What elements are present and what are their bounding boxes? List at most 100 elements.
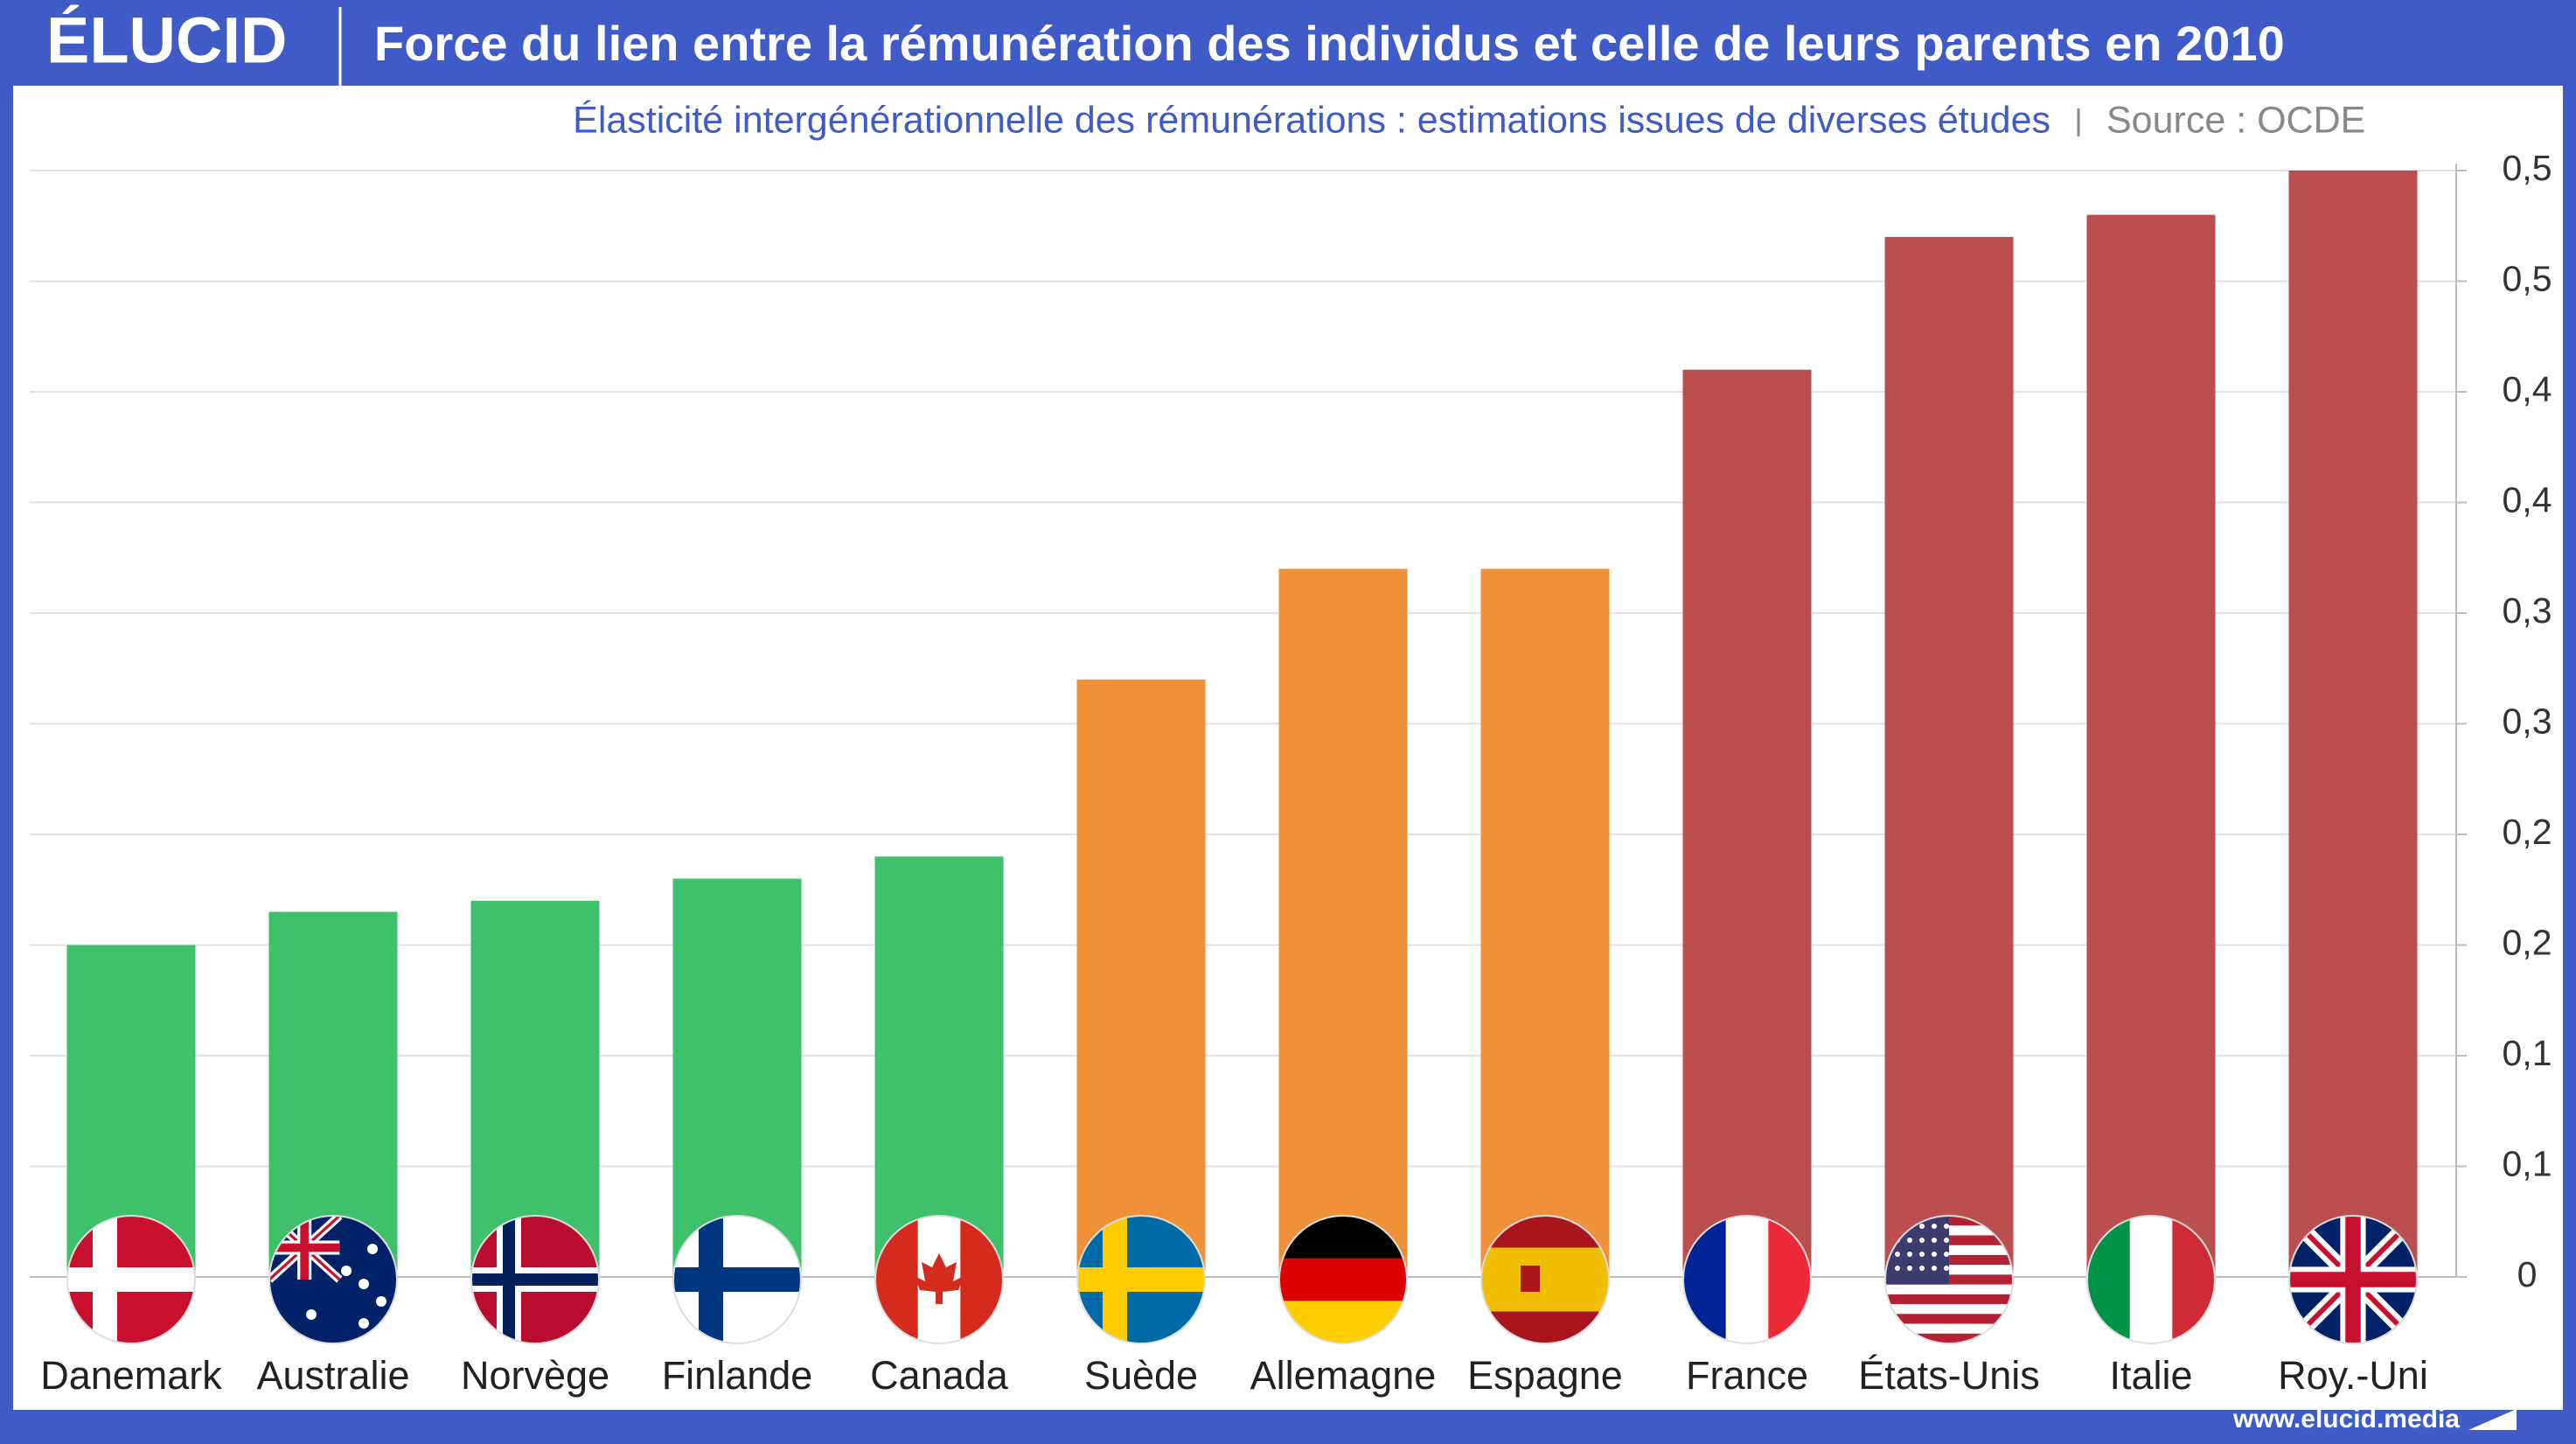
y-tick-label: 0,2 (2503, 812, 2552, 852)
y-tick-label: 0 (2517, 1254, 2538, 1294)
flag-border (66, 1215, 196, 1344)
y-tick-label: 0,4 (2503, 369, 2552, 409)
footer-icon (2468, 1409, 2517, 1430)
y-tick-label: 0,5 (2503, 148, 2552, 188)
flag-star (1907, 1238, 1912, 1243)
flag (1885, 1216, 2013, 1343)
flag-star (1932, 1266, 1937, 1271)
flag-star (341, 1266, 352, 1276)
x-tick-label: Australie (256, 1353, 409, 1398)
flag-stripe (1481, 1247, 1609, 1313)
flag-border (1278, 1215, 1408, 1344)
flag-stripe (1885, 1284, 2013, 1295)
bar (1480, 569, 1610, 1277)
x-tick-label: Norvège (461, 1353, 609, 1398)
x-tick-label: Suède (1084, 1353, 1198, 1398)
bars (66, 171, 2418, 1278)
flag-cross (471, 1273, 599, 1286)
flag-star (1895, 1266, 1900, 1271)
flag-border (2086, 1215, 2216, 1344)
flag-star (1907, 1266, 1912, 1271)
flag (67, 1216, 195, 1343)
flag-border (1480, 1215, 1610, 1344)
x-tick-label: Roy.-Uni (2278, 1353, 2428, 1398)
flag-border (470, 1215, 600, 1344)
bar (2288, 171, 2418, 1277)
flag-border (672, 1215, 802, 1344)
flag (1077, 1216, 1205, 1343)
flag-star (1919, 1252, 1925, 1257)
flag-stripe (1885, 1333, 2013, 1343)
x-tick-label: Allemagne (1250, 1353, 1437, 1398)
flag-star (1944, 1224, 1949, 1229)
flag-cross (673, 1267, 801, 1292)
flag-border (1884, 1215, 2014, 1344)
x-tick-label: Danemark (40, 1353, 222, 1398)
bar (874, 856, 1004, 1277)
y-tick-label: 0,1 (2503, 1143, 2552, 1183)
flag-star (306, 1309, 317, 1320)
bar (1278, 569, 1408, 1277)
bar (1076, 679, 1206, 1277)
y-tick-label: 0,4 (2503, 479, 2552, 520)
flag-stripe (1725, 1216, 1770, 1343)
flag-stripe (1885, 1294, 2013, 1306)
flag-border (1682, 1215, 1812, 1344)
flag-stripe (1885, 1304, 2013, 1315)
flag-star (359, 1279, 369, 1289)
x-tick-label: France (1686, 1353, 1808, 1398)
flag-border (874, 1215, 1004, 1344)
flag-star (1919, 1266, 1925, 1271)
flag (269, 1216, 397, 1343)
y-tick-label: 0,5 (2503, 258, 2552, 298)
flag-star (1895, 1252, 1900, 1257)
flag-star (1907, 1252, 1912, 1257)
y-tick-label: 0,3 (2503, 701, 2552, 741)
flag-emblem (1521, 1266, 1540, 1292)
flag-star (1932, 1252, 1937, 1257)
x-tick-label: États-Unis (1858, 1353, 2040, 1398)
bar (2086, 214, 2216, 1278)
flag-border (1076, 1215, 1206, 1344)
chart-title: Force du lien entre la rémunération des … (374, 16, 2285, 71)
flag-star (1944, 1252, 1949, 1257)
flag-stripe (1885, 1323, 2013, 1335)
flag-cross (67, 1267, 195, 1292)
y-tick-label: 0,1 (2503, 1033, 2552, 1073)
bar (470, 900, 600, 1277)
x-tick-label: Finlande (662, 1353, 813, 1398)
flag-leaf (915, 1253, 964, 1304)
flag-cross (1077, 1267, 1205, 1292)
y-tick-label: 0,2 (2503, 922, 2552, 962)
flag-cross (269, 1243, 340, 1252)
flag-star (1932, 1224, 1937, 1229)
logo: ÉLUCID (46, 4, 287, 77)
source: Source : OCDE (2106, 99, 2365, 141)
bar (1682, 369, 1812, 1278)
x-tick-label: Canada (870, 1353, 1009, 1398)
flag-star (367, 1244, 378, 1254)
flag-star (1932, 1238, 1937, 1243)
y-tick-label: 0,3 (2503, 590, 2552, 631)
subtitle: Élasticité intergénérationnelle des rému… (573, 99, 2050, 141)
flag-stripe (1885, 1314, 2013, 1325)
flag-star (376, 1296, 386, 1307)
flag-stripe (2129, 1216, 2174, 1343)
flag-star (1944, 1238, 1949, 1243)
flag-star (1919, 1238, 1925, 1243)
flag (673, 1216, 801, 1343)
bar (1884, 236, 2014, 1277)
flag-star (359, 1318, 369, 1329)
x-tick-label: Espagne (1467, 1353, 1623, 1398)
x-tick-label: Italie (2109, 1353, 2192, 1398)
flag-border (2288, 1215, 2418, 1344)
flag-cross (2289, 1272, 2417, 1287)
flag-star (1944, 1266, 1949, 1271)
flag (2289, 1216, 2417, 1343)
footer-url: www.elucid.media (2232, 1405, 2460, 1434)
flag-stripe (1279, 1258, 1407, 1302)
flag-star (1919, 1224, 1925, 1229)
flag-border (268, 1215, 398, 1344)
